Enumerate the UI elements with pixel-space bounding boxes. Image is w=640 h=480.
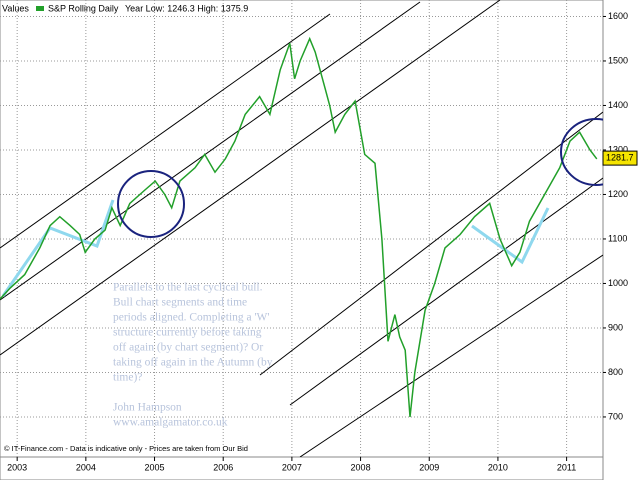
x-tick-label: 2005	[145, 462, 165, 472]
footer: © IT-Finance.com - Data is indicative on…	[4, 444, 248, 453]
header: Values	[2, 3, 29, 13]
y-tick-label: 1400	[608, 100, 628, 110]
y-tick-label: 1000	[608, 278, 628, 288]
price-line	[0, 36, 598, 418]
last-value-label: 1281.7	[606, 152, 634, 162]
y-tick-label: 1100	[608, 233, 627, 243]
legend-label: S&P Rolling Daily	[48, 3, 119, 13]
annotation-line: taking off again in the Autumn (by	[113, 357, 273, 369]
last-value-box	[602, 150, 638, 166]
annotation-line: off again (by chart segment)? Or	[113, 342, 263, 354]
x-tick-label: 2008	[351, 462, 371, 472]
x-tick-label: 2009	[419, 462, 439, 472]
pattern-lines	[1, 199, 550, 297]
annotation-line: Bull chart segments and time	[113, 297, 247, 309]
annotation-line: structure currently before taking	[113, 327, 262, 339]
x-tick-label: 2004	[76, 462, 96, 472]
subtitle: Year Low: 1246.3 High: 1375.9	[125, 3, 248, 13]
highlight-circles	[117, 118, 603, 238]
channel-lines	[0, 0, 603, 457]
plot-area	[0, 0, 604, 458]
x-tick-label: 2011	[557, 462, 576, 472]
x-tick-label: 2007	[282, 462, 302, 472]
annotation-line: Parallels to the last cyclical bull.	[113, 282, 263, 294]
x-axis-band	[0, 456, 604, 480]
x-tick-label: 2006	[213, 462, 233, 472]
legend-swatch	[36, 6, 44, 11]
y-tick-label: 700	[608, 411, 623, 421]
annotation-line: time)?	[113, 372, 142, 384]
x-tick-label: 2010	[488, 462, 508, 472]
annotation-line: periods aligned. Completing a 'W'	[113, 312, 270, 324]
x-tick-label: 2003	[7, 462, 27, 472]
y-tick-label: 1300	[608, 144, 628, 154]
y-tick-label: 1500	[608, 55, 628, 65]
y-tick-label: 1600	[608, 11, 628, 21]
annotation-line: www.amalgamator.co.uk	[113, 417, 228, 429]
y-tick-label: 900	[608, 322, 623, 332]
annotation-line: John Hampson	[113, 402, 182, 414]
y-tick-label: 800	[608, 367, 623, 377]
y-tick-label: 1200	[608, 189, 628, 199]
